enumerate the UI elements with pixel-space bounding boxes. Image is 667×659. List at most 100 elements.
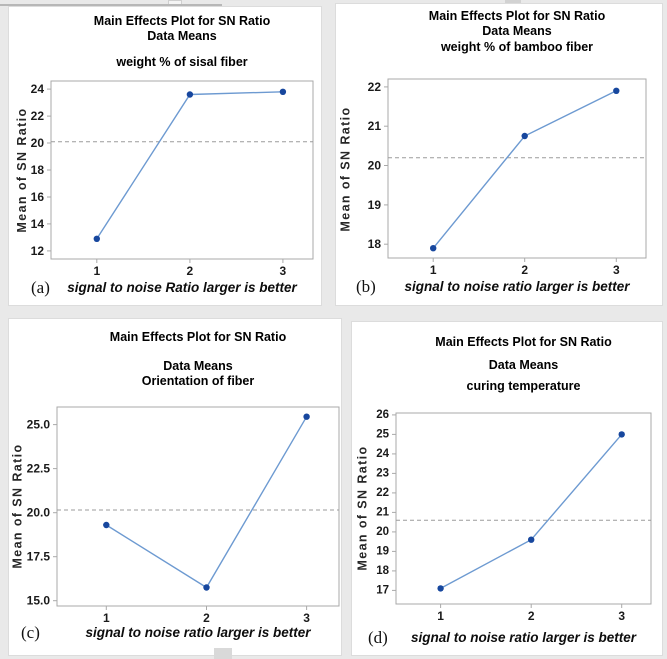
data-point-marker	[618, 431, 625, 438]
chart-subtitle: Data Means	[482, 24, 552, 38]
svg-text:17: 17	[376, 584, 389, 596]
svg-text:22: 22	[31, 109, 45, 123]
svg-text:20: 20	[31, 136, 45, 150]
chart-subtitle: Data Means	[163, 359, 233, 373]
svg-text:18: 18	[31, 163, 45, 177]
scan-artifact-bottom-tab	[214, 648, 232, 659]
x-axis-caption: signal to noise ratio larger is better	[404, 279, 630, 294]
data-point-marker	[93, 235, 101, 242]
factor-label: Orientation of fiber	[141, 374, 255, 388]
plot-frame	[387, 78, 647, 259]
chart-panel-b: Main Effects Plot for SN Ratio Data Mean…	[335, 3, 663, 306]
series-markers	[103, 413, 310, 591]
chart-title: Main Effects Plot for SN Ratio	[428, 9, 606, 23]
x-axis-caption: signal to noise ratio larger is better	[85, 625, 311, 640]
y-axis-ticks: 15.0 17.5 20.0 22.5 25.0	[27, 418, 57, 608]
svg-text:3: 3	[618, 609, 625, 623]
svg-text:15.0: 15.0	[27, 594, 51, 608]
svg-text:2: 2	[521, 263, 528, 277]
series-markers	[430, 87, 620, 252]
plot-area: 18 19 20 21 22 1 2 3	[336, 4, 662, 305]
plot-frame	[50, 80, 314, 260]
subfigure-label: (d)	[368, 628, 388, 647]
data-point-marker	[528, 536, 535, 543]
factor-label: weight % of sisal fiber	[116, 55, 248, 69]
svg-text:21: 21	[376, 506, 389, 518]
x-axis-ticks: 1 2 3	[430, 258, 620, 277]
chart-title: Main Effects Plot for SN Ratio	[93, 14, 271, 28]
svg-text:22: 22	[368, 80, 382, 94]
svg-text:3: 3	[280, 264, 287, 278]
title-block: Main Effects Plot for SN Ratio Data Mean…	[396, 335, 651, 394]
svg-text:1: 1	[430, 263, 437, 277]
chart-title: Main Effects Plot for SN Ratio	[435, 335, 612, 349]
caption-row: signal to noise ratio larger is better	[396, 629, 651, 647]
svg-text:19: 19	[368, 198, 382, 212]
svg-text:1: 1	[93, 264, 100, 278]
svg-text:16: 16	[31, 190, 45, 204]
svg-text:14: 14	[31, 217, 45, 231]
plot-svg: 15.0 17.5 20.0 22.5 25.0 1 2 3	[27, 406, 340, 625]
svg-text:3: 3	[613, 263, 620, 277]
scan-artifact-top-notch	[505, 0, 521, 3]
svg-text:1: 1	[437, 609, 444, 623]
plot-area: 17 18 19 20 21 22 23 24 25 26 1 2 3	[352, 322, 662, 655]
factor-label: curing temperature	[466, 379, 581, 393]
svg-text:22: 22	[376, 487, 389, 499]
chart-subtitle: Data Means	[488, 358, 559, 372]
svg-text:21: 21	[368, 119, 382, 133]
y-axis-ticks: 18 19 20 21 22	[368, 80, 388, 251]
series-markers	[93, 88, 287, 242]
svg-text:18: 18	[376, 565, 389, 577]
svg-text:2: 2	[528, 609, 535, 623]
title-block: Main Effects Plot for SN Ratio Data Mean…	[51, 14, 313, 70]
scan-artifact-top-line	[0, 4, 222, 6]
caption-row: signal to noise ratio larger is better	[57, 624, 339, 642]
chart-title: Main Effects Plot for SN Ratio	[109, 330, 287, 344]
x-axis-caption: signal to noise ratio larger is better	[410, 630, 637, 645]
data-point-marker	[279, 88, 287, 96]
svg-text:19: 19	[376, 545, 389, 557]
data-point-marker	[203, 584, 210, 591]
svg-text:25: 25	[376, 428, 389, 440]
svg-text:3: 3	[303, 611, 310, 625]
plot-frame	[395, 412, 652, 605]
svg-text:25.0: 25.0	[27, 418, 51, 432]
svg-text:23: 23	[376, 467, 389, 479]
subfigure-label: (c)	[21, 623, 40, 642]
x-axis-ticks: 1 2 3	[93, 259, 287, 278]
svg-text:1: 1	[103, 611, 110, 625]
x-axis-caption: signal to noise Ratio larger is better	[67, 280, 297, 295]
data-point-marker	[303, 413, 310, 420]
plot-area: 12 14 16 18 20 22 24 1 2 3	[9, 7, 321, 305]
svg-text:26: 26	[376, 409, 389, 421]
subfigure-label: (a)	[31, 278, 50, 297]
data-point-marker	[430, 245, 437, 252]
svg-text:20: 20	[368, 159, 382, 173]
x-axis-ticks: 1 2 3	[437, 604, 625, 623]
svg-text:24: 24	[31, 82, 45, 96]
subfigure-label: (b)	[356, 277, 376, 296]
svg-text:12: 12	[31, 244, 45, 258]
plot-svg: 18 19 20 21 22 1 2 3	[368, 78, 647, 277]
svg-text:22.5: 22.5	[27, 462, 51, 476]
data-point-marker	[521, 132, 528, 140]
title-block: Main Effects Plot for SN Ratio Data Mean…	[57, 330, 339, 389]
data-point-marker	[103, 521, 110, 529]
svg-text:20.0: 20.0	[27, 506, 51, 520]
plot-area: 15.0 17.5 20.0 22.5 25.0 1 2 3	[9, 319, 341, 655]
factor-label: weight % of bamboo fiber	[440, 40, 594, 54]
chart-panel-d: Main Effects Plot for SN Ratio Data Mean…	[351, 321, 663, 656]
data-point-marker	[613, 87, 620, 95]
scan-artifact-top-tab	[168, 0, 182, 4]
y-axis-ticks: 17 18 19 20 21 22 23 24 25 26	[376, 409, 396, 596]
chart-subtitle: Data Means	[147, 29, 217, 43]
series-markers	[437, 431, 625, 592]
caption-row: signal to noise ratio larger is better	[388, 278, 646, 296]
svg-text:24: 24	[376, 448, 389, 460]
data-point-marker	[437, 585, 444, 592]
plot-frame	[56, 406, 340, 607]
chart-panel-c: Main Effects Plot for SN Ratio Data Mean…	[8, 318, 342, 656]
